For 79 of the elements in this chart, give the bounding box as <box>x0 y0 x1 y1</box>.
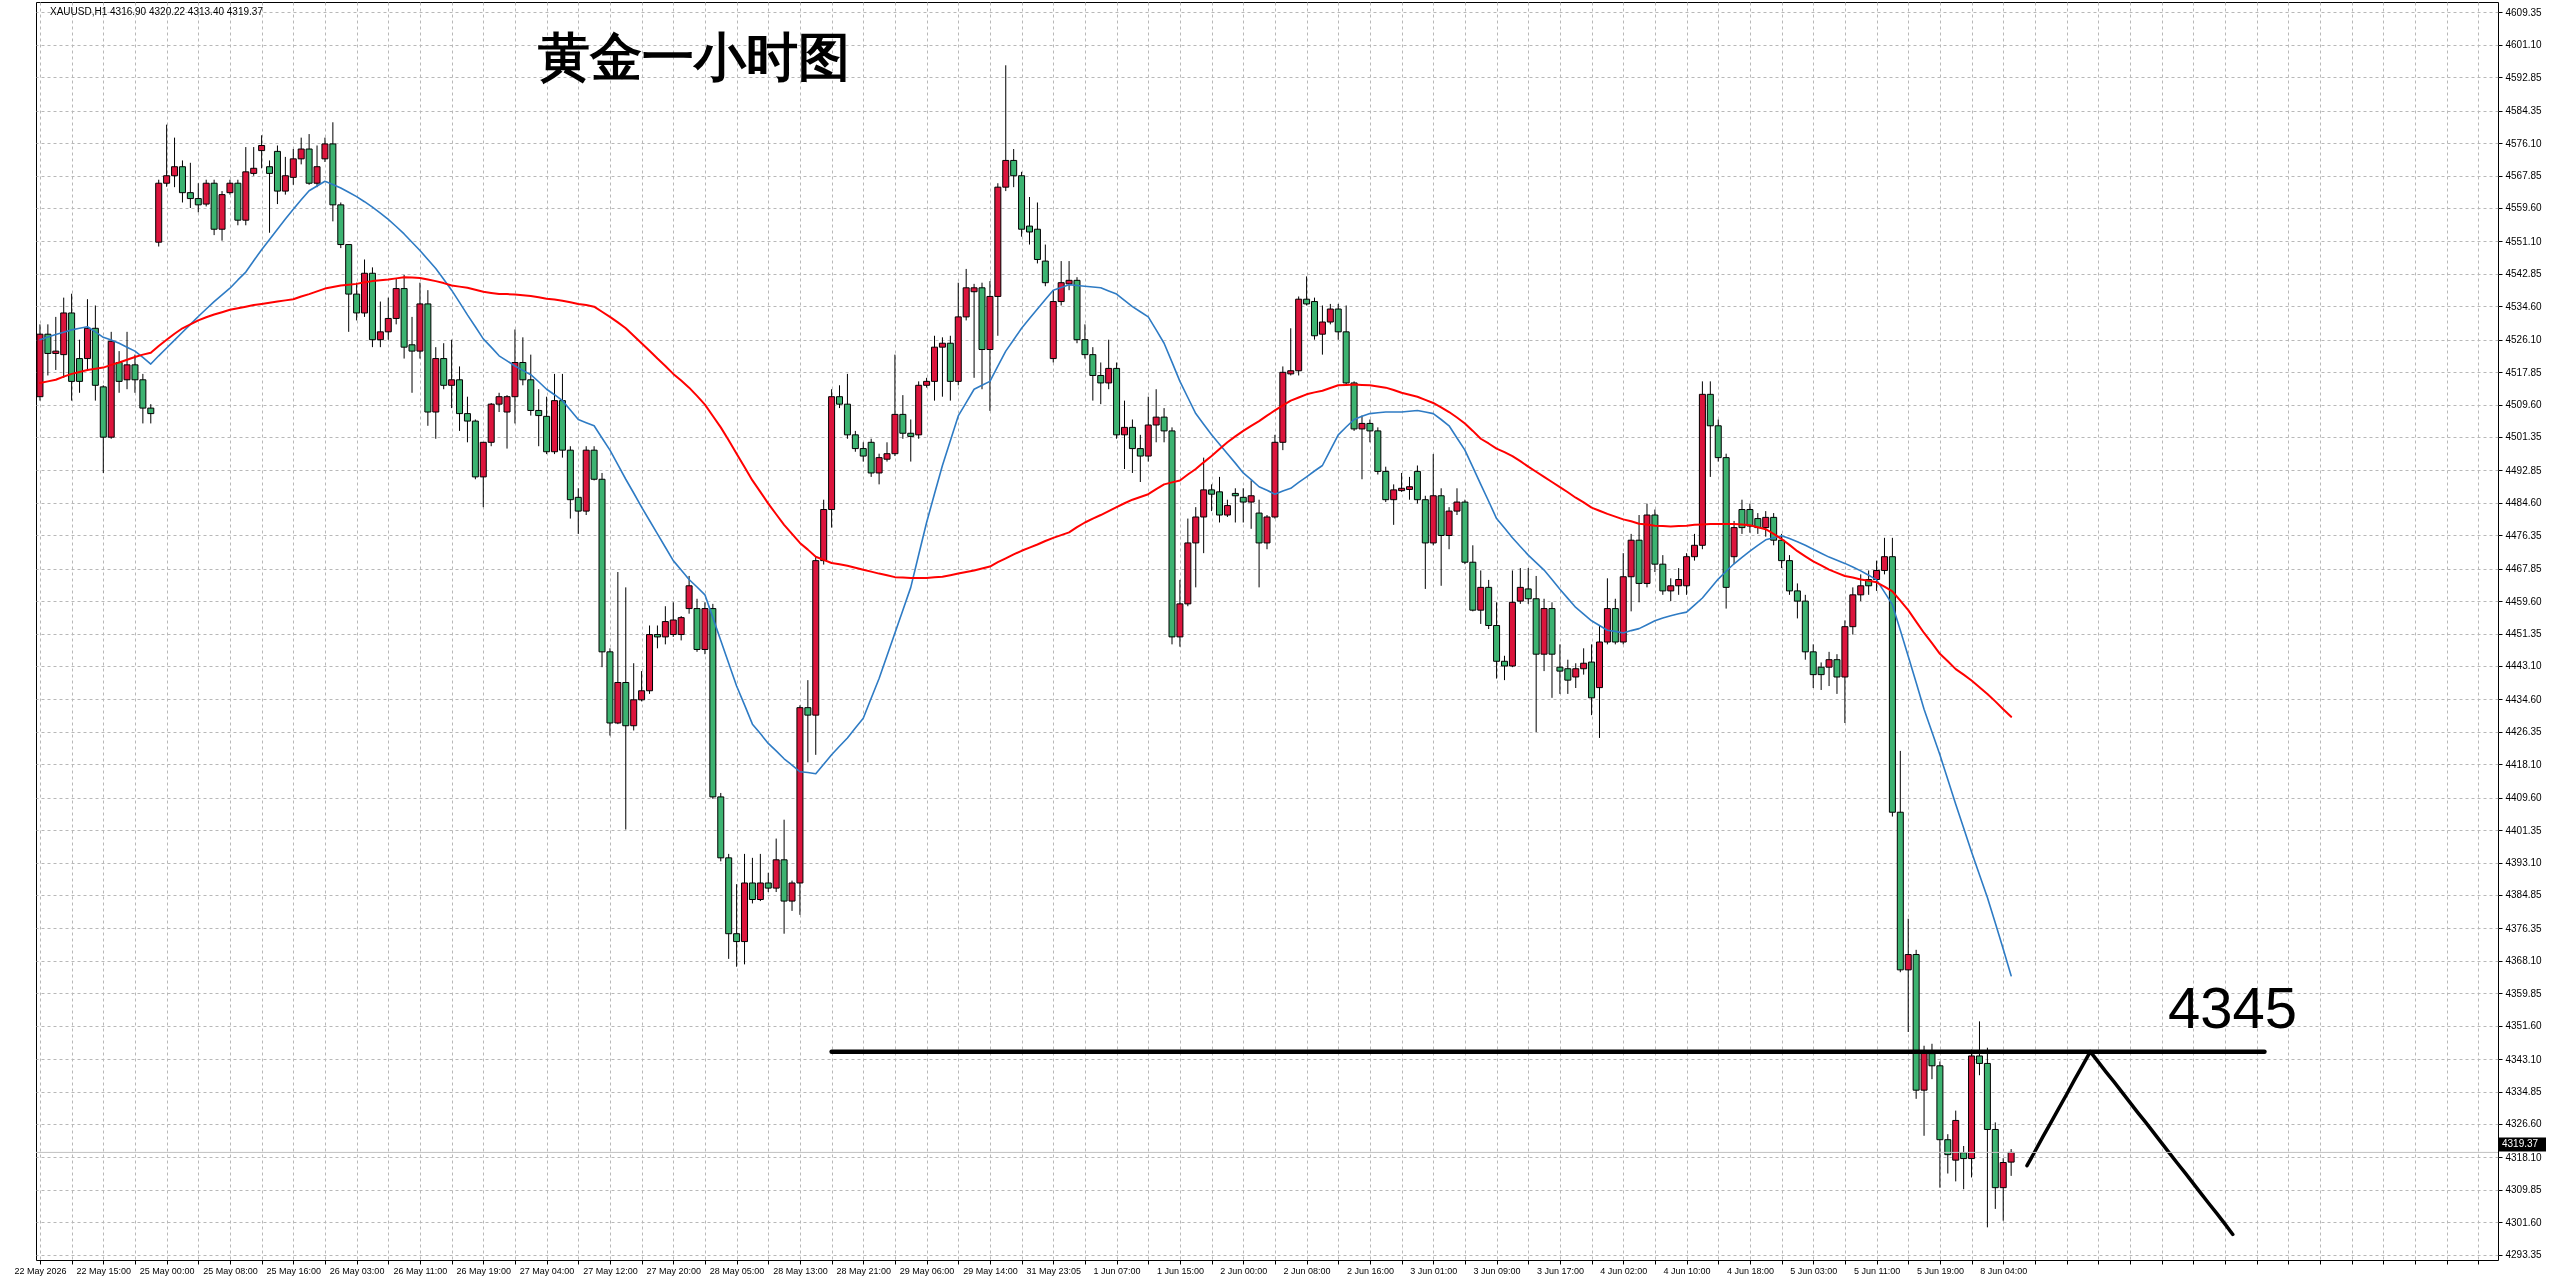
x-tick-label: 26 May 03:00 <box>329 1265 385 1276</box>
y-tick-label: 4609.35 <box>2505 6 2543 18</box>
y-tick-label: 4434.60 <box>2505 693 2543 705</box>
x-tick-label: 5 Jun 03:00 <box>1790 1265 1838 1276</box>
x-tick-label: 25 May 08:00 <box>203 1265 258 1276</box>
y-tick-label: 4509.60 <box>2505 399 2543 411</box>
y-tick-label: 4376.35 <box>2505 922 2543 934</box>
y-tick-label: 4517.85 <box>2505 366 2543 378</box>
x-tick-label: 3 Jun 09:00 <box>1473 1265 1521 1276</box>
x-tick-label: 4 Jun 18:00 <box>1726 1265 1774 1276</box>
x-tick-label: 4 Jun 02:00 <box>1600 1265 1648 1276</box>
x-tick-label: 1 Jun 15:00 <box>1156 1265 1204 1276</box>
x-tick-label: 5 Jun 11:00 <box>1853 1265 1901 1276</box>
y-tick-label: 4426.35 <box>2505 726 2543 738</box>
x-tick-label: 22 May 15:00 <box>76 1265 132 1276</box>
candlestick <box>1041 244 1049 287</box>
series-label: 4345 <box>2167 974 2297 1040</box>
x-tick-label: 22 May 2026 <box>14 1265 67 1276</box>
y-tick-label: 4484.60 <box>2505 497 2543 509</box>
y-tick-label: 4409.60 <box>2505 792 2543 804</box>
y-tick-label: 4467.85 <box>2505 563 2543 575</box>
y-tick-label: 4542.85 <box>2505 268 2543 280</box>
y-tick-label: 4567.85 <box>2505 170 2543 182</box>
y-tick-label: 4318.10 <box>2505 1151 2543 1163</box>
x-tick-label: 8 Jun 04:00 <box>1980 1265 2028 1276</box>
y-tick-label: 4393.10 <box>2505 857 2543 869</box>
y-tick-label: 4384.85 <box>2505 889 2543 901</box>
y-tick-label: 4293.35 <box>2505 1249 2543 1261</box>
y-tick-label: 4584.35 <box>2505 105 2543 117</box>
x-tick-label: 28 May 13:00 <box>773 1265 828 1276</box>
x-tick-label: 2 Jun 08:00 <box>1283 1265 1331 1276</box>
candlestick <box>258 134 266 169</box>
y-tick-label: 4368.10 <box>2505 955 2543 967</box>
y-tick-label: 4334.85 <box>2505 1086 2543 1098</box>
x-tick-label: 4 Jun 10:00 <box>1663 1265 1711 1276</box>
x-tick-label: 27 May 04:00 <box>519 1265 575 1276</box>
x-tick-label: 2 Jun 16:00 <box>1346 1265 1394 1276</box>
y-tick-label: 4401.35 <box>2505 824 2543 836</box>
annotation: XAUUSD,H1 4316.90 4320.22 4313.40 4319.37 <box>50 6 264 17</box>
x-tick-label: 27 May 12:00 <box>583 1265 638 1276</box>
x-tick-label: 1 Jun 07:00 <box>1093 1265 1141 1276</box>
y-tick-label: 4359.85 <box>2505 987 2543 999</box>
y-tick-label: 4476.35 <box>2505 529 2543 541</box>
ref-line-label: 4319.37 <box>2502 1138 2539 1150</box>
y-tick-label: 4351.60 <box>2505 1020 2543 1032</box>
x-tick-label: 27 May 20:00 <box>646 1265 702 1276</box>
y-tick-label: 4534.60 <box>2505 300 2543 312</box>
x-tick-label: 28 May 05:00 <box>709 1265 765 1276</box>
x-tick-label: 26 May 11:00 <box>393 1265 448 1276</box>
x-tick-label: 25 May 16:00 <box>266 1265 322 1276</box>
y-tick-label: 4343.10 <box>2505 1053 2543 1065</box>
x-tick-label: 26 May 19:00 <box>456 1265 512 1276</box>
text: 黄金一小时图 <box>537 28 850 86</box>
y-tick-label: 4301.60 <box>2505 1216 2543 1228</box>
y-tick-label: 4309.85 <box>2505 1184 2543 1196</box>
x-tick-label: 5 Jun 19:00 <box>1916 1265 1964 1276</box>
x-tick-label: 3 Jun 01:00 <box>1410 1265 1458 1276</box>
candlestick <box>1231 487 1239 523</box>
x-tick-label: 29 May 14:00 <box>963 1265 1018 1276</box>
x-tick-label: 3 Jun 17:00 <box>1536 1265 1584 1276</box>
y-tick-label: 4501.35 <box>2505 431 2543 443</box>
y-tick-label: 4418.10 <box>2505 758 2543 770</box>
x-tick-label: 29 May 06:00 <box>899 1265 955 1276</box>
y-tick-label: 4492.85 <box>2505 464 2543 476</box>
y-tick-label: 4443.10 <box>2505 660 2543 672</box>
x-tick-label: 25 May 00:00 <box>139 1265 195 1276</box>
y-tick-label: 4576.10 <box>2505 137 2543 149</box>
y-tick-label: 4526.10 <box>2505 334 2543 346</box>
x-tick-label: 31 May 23:05 <box>1026 1265 1082 1276</box>
y-tick-label: 4451.35 <box>2505 628 2543 640</box>
y-tick-label: 4459.60 <box>2505 595 2543 607</box>
line-series <box>38 276 2013 718</box>
y-tick-label: 4551.10 <box>2505 235 2543 247</box>
x-tick-label: 2 Jun 00:00 <box>1220 1265 1268 1276</box>
y-tick-label: 4601.10 <box>2505 39 2543 51</box>
y-tick-label: 4326.60 <box>2505 1118 2543 1130</box>
x-tick-label: 28 May 21:00 <box>836 1265 892 1276</box>
y-tick-label: 4559.60 <box>2505 202 2543 214</box>
y-tick-label: 4592.85 <box>2505 71 2543 83</box>
